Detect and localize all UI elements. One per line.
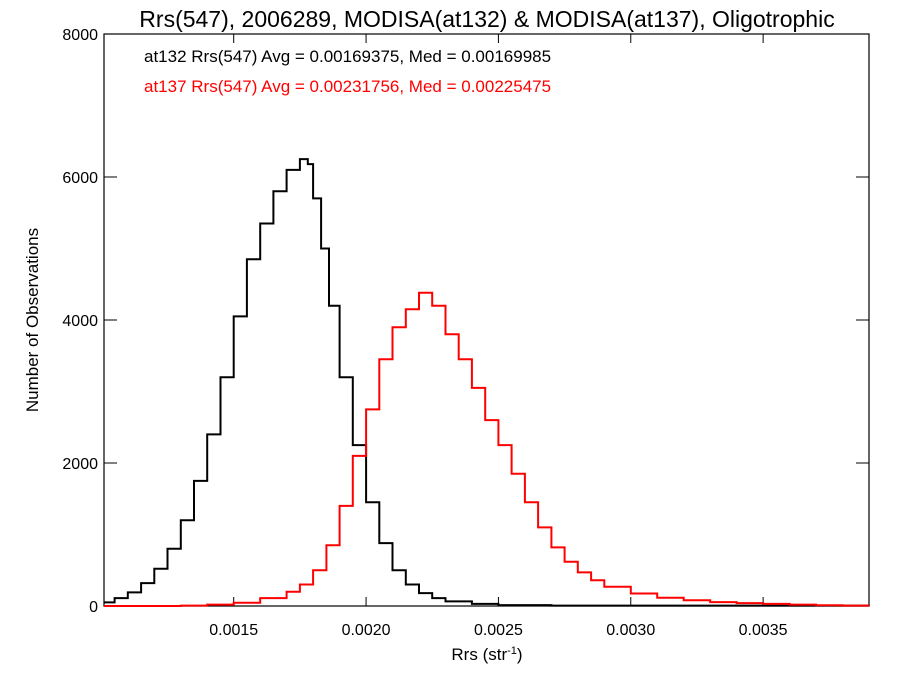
x-tick-label: 0.0020 — [342, 622, 391, 639]
y-tick-label: 0 — [89, 599, 98, 616]
plot-frame — [103, 33, 870, 607]
y-tick-label: 6000 — [62, 170, 98, 187]
x-axis-label-close: ) — [517, 645, 523, 664]
x-axis-label: Rrs (str-1) — [451, 645, 522, 664]
y-axis-label: Number of Observations — [23, 228, 42, 412]
x-axis-label-main: Rrs (str — [451, 645, 507, 664]
annotation-at137: at137 Rrs(547) Avg = 0.00231756, Med = 0… — [144, 77, 551, 96]
x-tick-label: 0.0025 — [474, 622, 523, 639]
series-line-1 — [104, 291, 870, 607]
y-tick-label: 2000 — [62, 456, 98, 473]
x-axis-label-sup: -1 — [507, 645, 517, 657]
chart-title: Rrs(547), 2006289, MODISA(at132) & MODIS… — [139, 6, 834, 32]
x-tick-label: 0.0035 — [739, 622, 788, 639]
plot-area: 0.0015 0.0020 0.0025 0.0030 0.0035 0 2000 4000 6… — [62, 27, 870, 639]
series-line-0 — [104, 158, 870, 607]
y-tick-label: 4000 — [62, 313, 98, 330]
y-tick-label: 8000 — [62, 27, 98, 44]
x-tick-label: 0.0015 — [209, 622, 258, 639]
annotation-at132: at132 Rrs(547) Avg = 0.00169375, Med = 0… — [144, 47, 551, 66]
x-tick-label: 0.0030 — [606, 622, 655, 639]
